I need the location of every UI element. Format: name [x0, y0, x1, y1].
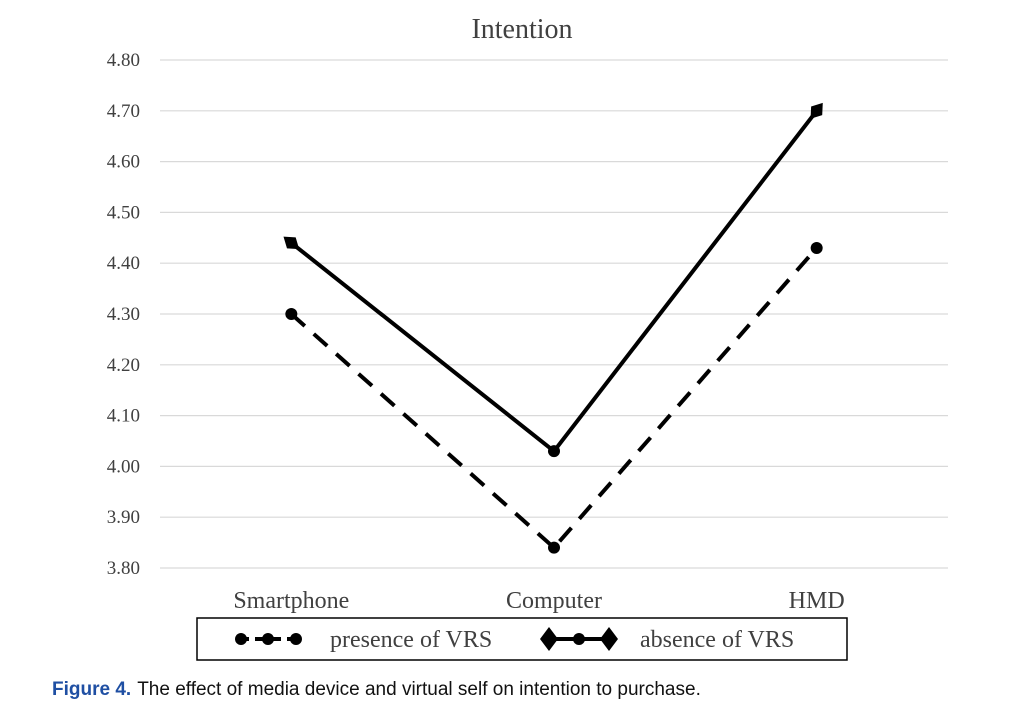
data-point-presence	[285, 308, 298, 320]
line-chart: Intention 4.804.704.604.504.404.304.204.…	[107, 14, 948, 661]
x-tick-label: Computer	[506, 588, 602, 614]
data-point-absence	[810, 102, 823, 119]
legend-label-presence: presence of VRS	[330, 627, 492, 653]
figure-caption: Figure 4. The effect of media device and …	[52, 679, 701, 701]
legend-key-presence	[235, 633, 302, 645]
legend: presence of VRS absence of VRS	[196, 617, 848, 661]
y-axis-ticks: 4.80 4.70 4.60 4.50 4.40 4.30 4.20 4.10 4.00 3.90…	[107, 50, 140, 579]
legend-label-absence: absence of VRS	[640, 627, 794, 653]
y-tick-label: 3.80	[107, 558, 140, 579]
y-tick-label: 4.40	[107, 253, 140, 274]
y-tick-label: 4.30	[107, 304, 140, 325]
caption-text: The effect of media device and virtual s…	[137, 679, 701, 700]
y-tick-label: 4.00	[107, 456, 140, 477]
y-tick-label: 4.60	[107, 152, 140, 173]
y-tick-label: 4.20	[107, 355, 140, 376]
series-group	[283, 102, 823, 554]
data-point-presence	[548, 541, 560, 554]
x-axis-ticks: Smartphone Computer HMD	[233, 588, 844, 614]
y-tick-label: 4.70	[107, 101, 140, 122]
y-tick-label: 3.90	[107, 507, 140, 528]
y-tick-label: 4.80	[107, 50, 140, 71]
caption-label: Figure 4.	[52, 679, 132, 700]
series-line-presence	[290, 246, 819, 551]
data-point-absence	[283, 236, 300, 250]
data-point-absence	[548, 445, 560, 458]
data-point-presence	[810, 241, 823, 254]
x-tick-label: Smartphone	[233, 588, 349, 614]
y-tick-label: 4.10	[107, 406, 140, 427]
x-tick-label: HMD	[789, 588, 845, 614]
legend-box	[196, 617, 848, 661]
chart-title: Intention	[471, 14, 572, 45]
legend-key-absence	[540, 627, 618, 651]
y-tick-label: 4.50	[107, 202, 140, 223]
gridlines	[160, 59, 948, 569]
